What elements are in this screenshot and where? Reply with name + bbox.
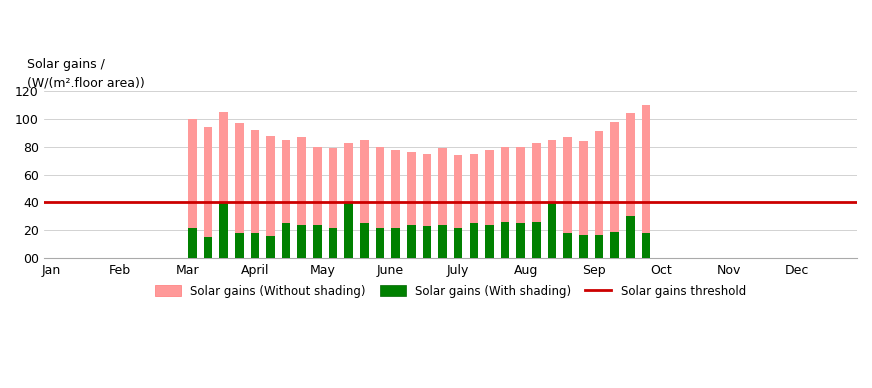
Bar bbox=[548, 140, 556, 258]
Bar bbox=[626, 113, 635, 258]
Bar bbox=[595, 132, 603, 258]
Bar bbox=[235, 233, 243, 258]
Bar bbox=[548, 203, 556, 258]
Bar bbox=[313, 225, 322, 258]
Bar bbox=[626, 217, 635, 258]
Bar bbox=[329, 228, 337, 258]
Bar bbox=[188, 228, 196, 258]
Bar bbox=[392, 228, 400, 258]
Bar bbox=[297, 137, 306, 258]
Bar bbox=[219, 112, 228, 258]
Text: Solar gains /: Solar gains / bbox=[28, 58, 106, 71]
Legend: Solar gains (Without shading), Solar gains (With shading), Solar gains threshold: Solar gains (Without shading), Solar gai… bbox=[150, 280, 751, 303]
Bar bbox=[610, 232, 619, 258]
Bar bbox=[454, 155, 462, 258]
Bar bbox=[563, 233, 572, 258]
Bar bbox=[407, 152, 416, 258]
Bar bbox=[376, 228, 385, 258]
Bar bbox=[204, 127, 212, 258]
Bar bbox=[313, 147, 322, 258]
Bar bbox=[282, 223, 290, 258]
Bar bbox=[235, 123, 243, 258]
Bar bbox=[439, 148, 446, 258]
Bar bbox=[579, 234, 588, 258]
Bar bbox=[485, 149, 494, 258]
Bar bbox=[360, 140, 369, 258]
Bar bbox=[344, 203, 353, 258]
Bar bbox=[595, 234, 603, 258]
Bar bbox=[439, 225, 446, 258]
Text: (W/(m².floor area)): (W/(m².floor area)) bbox=[28, 76, 146, 89]
Bar bbox=[610, 122, 619, 258]
Bar bbox=[392, 149, 400, 258]
Bar bbox=[642, 233, 651, 258]
Bar bbox=[219, 203, 228, 258]
Bar bbox=[532, 142, 541, 258]
Bar bbox=[642, 105, 651, 258]
Bar bbox=[469, 223, 478, 258]
Bar bbox=[579, 141, 588, 258]
Bar bbox=[376, 147, 385, 258]
Bar bbox=[501, 147, 509, 258]
Bar bbox=[344, 142, 353, 258]
Bar bbox=[407, 225, 416, 258]
Bar bbox=[250, 233, 259, 258]
Bar bbox=[329, 148, 337, 258]
Bar bbox=[360, 223, 369, 258]
Bar bbox=[297, 225, 306, 258]
Bar bbox=[188, 119, 196, 258]
Bar bbox=[266, 236, 275, 258]
Bar bbox=[485, 225, 494, 258]
Bar bbox=[250, 130, 259, 258]
Bar bbox=[266, 135, 275, 258]
Bar bbox=[469, 154, 478, 258]
Bar bbox=[282, 140, 290, 258]
Bar bbox=[516, 223, 525, 258]
Bar bbox=[563, 137, 572, 258]
Bar bbox=[454, 228, 462, 258]
Bar bbox=[501, 222, 509, 258]
Bar bbox=[423, 226, 432, 258]
Bar bbox=[204, 237, 212, 258]
Bar bbox=[516, 147, 525, 258]
Bar bbox=[532, 222, 541, 258]
Bar bbox=[423, 154, 432, 258]
